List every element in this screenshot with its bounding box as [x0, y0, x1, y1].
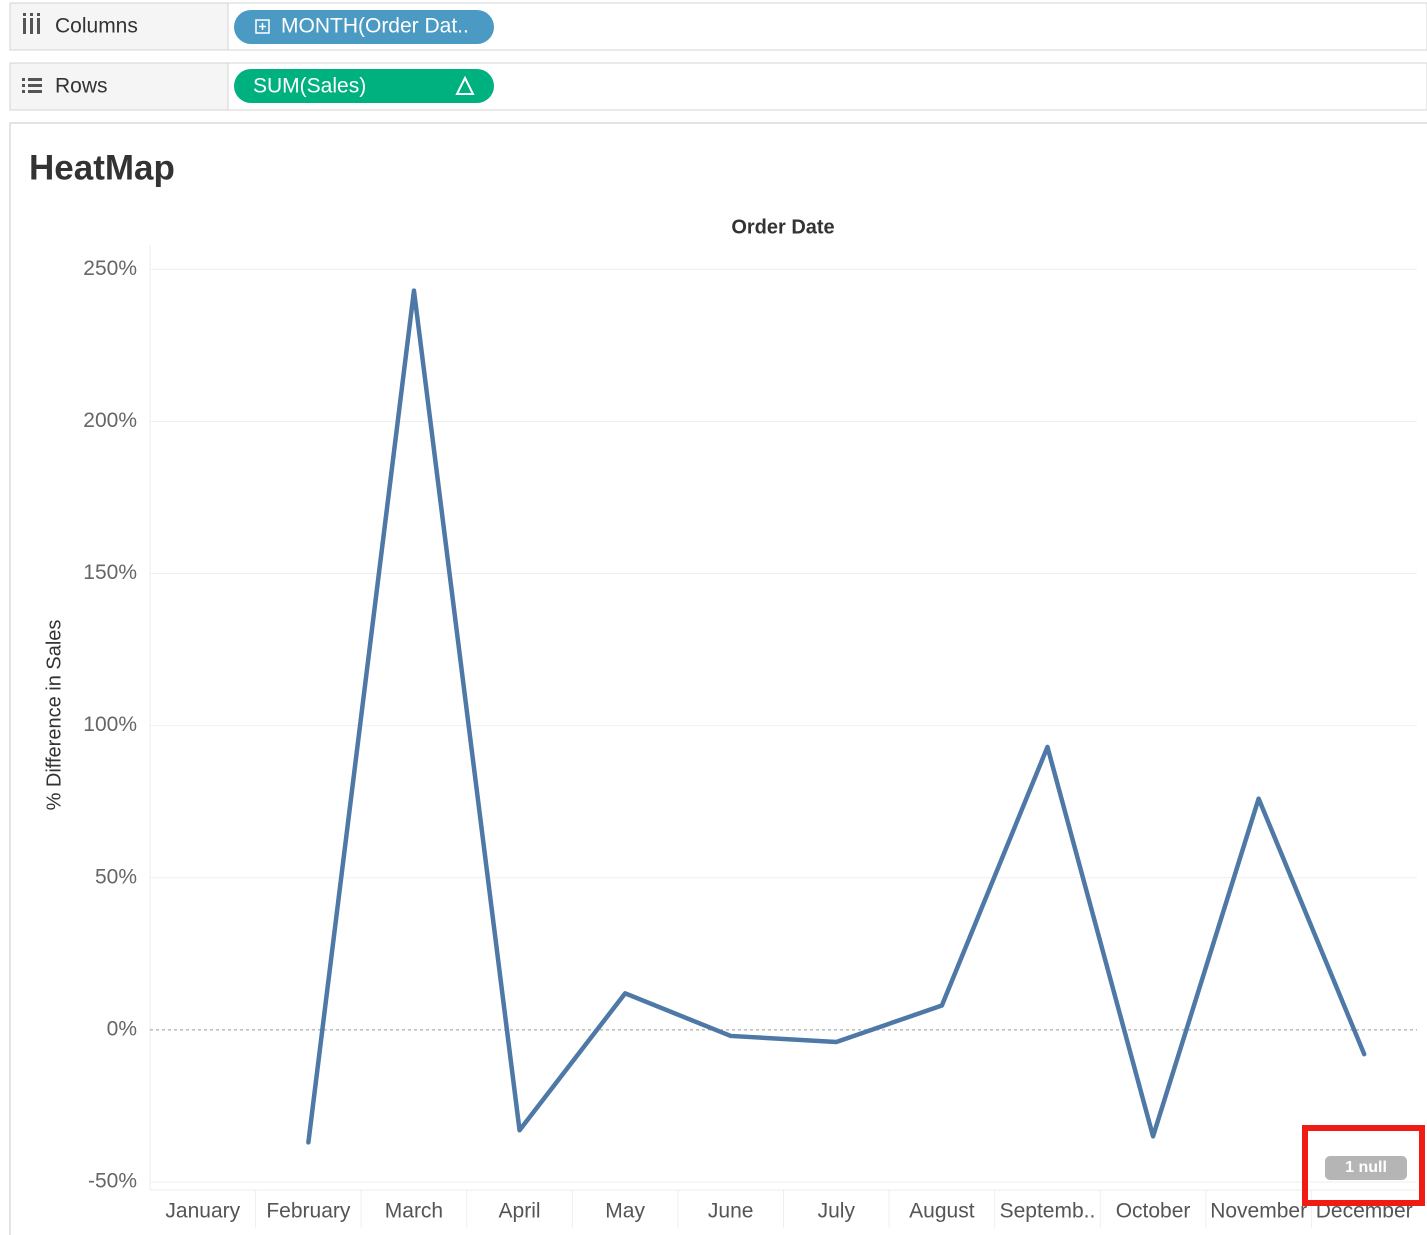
x-tick-label: January — [165, 1200, 240, 1223]
x-tick-label: Septemb.. — [1000, 1200, 1096, 1223]
columns-pill-text: MONTH(Order Dat.. — [281, 15, 469, 38]
line-series — [306, 288, 1367, 1145]
rows-label: Rows — [55, 75, 108, 98]
columns-pill[interactable] — [234, 10, 494, 44]
rows-label-cell — [9, 62, 229, 111]
chart-title: HeatMap — [29, 148, 175, 187]
x-tick-label: March — [385, 1200, 443, 1223]
x-tick-label: May — [605, 1200, 645, 1223]
x-tick-label: August — [909, 1200, 975, 1223]
rows-pill-text: SUM(Sales) — [253, 75, 366, 98]
null-indicator-text: 1 null — [1345, 1159, 1387, 1176]
table-calc-icon — [455, 75, 475, 95]
x-tick-label: October — [1116, 1200, 1191, 1223]
columns-icon — [23, 13, 40, 34]
columns-label: Columns — [55, 15, 138, 38]
expand-icon — [255, 19, 270, 34]
x-tick-label: February — [266, 1200, 351, 1223]
x-tick-label: July — [818, 1200, 856, 1223]
x-header: Order Date — [731, 216, 834, 238]
y-tick-label: 250% — [83, 257, 137, 280]
rows-icon — [22, 78, 42, 93]
null-indicator[interactable] — [1325, 1156, 1407, 1180]
y-tick-label: 150% — [83, 561, 137, 584]
y-axis-label: % Difference in Sales — [43, 620, 65, 811]
y-tick-label: -50% — [88, 1170, 137, 1193]
x-tick-label: April — [499, 1200, 541, 1223]
x-tick-label: November — [1210, 1200, 1307, 1223]
view-panel — [9, 122, 1427, 1235]
y-tick-label: 0% — [107, 1017, 137, 1040]
x-tick-label: June — [708, 1200, 754, 1223]
highlight-box — [1302, 1125, 1425, 1206]
y-tick-label: 200% — [83, 409, 137, 432]
expand-icon-plus — [259, 23, 266, 30]
y-tick-label: 50% — [95, 865, 137, 888]
rows-pill[interactable] — [234, 69, 494, 103]
y-tick-label: 100% — [83, 713, 137, 736]
columns-label-cell — [9, 2, 229, 51]
